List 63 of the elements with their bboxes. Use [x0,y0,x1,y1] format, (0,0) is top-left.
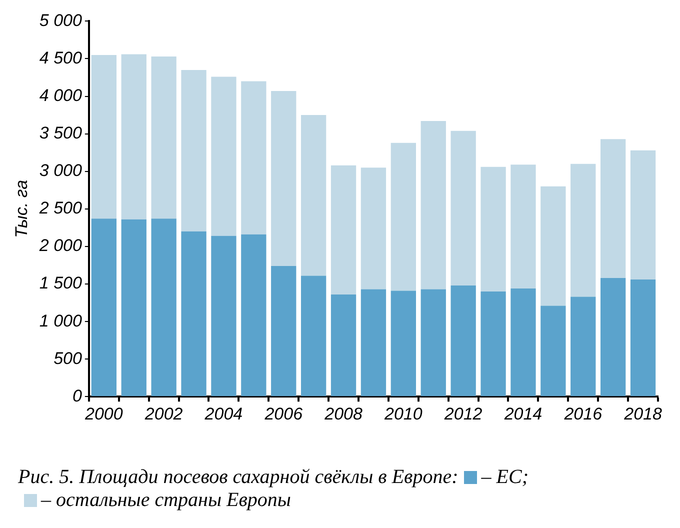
bar [600,139,626,278]
bar [330,294,356,396]
bar [570,164,596,297]
x-tick-label: 2016 [563,404,603,424]
x-tick-label: 2012 [443,404,483,424]
bar [420,121,446,290]
y-tick-label: 2 500 [38,198,82,218]
bar [420,289,446,396]
bar [450,130,476,286]
text: Рис. 5. Площади посевов сахарной свёклы в Европе: [18,466,458,488]
bar [360,168,386,290]
bar [600,278,626,396]
bar [151,56,176,219]
y-tick-label: 1 500 [39,274,82,293]
legend-label: – ЕС; [481,466,528,488]
bar [450,285,476,396]
bar [271,266,296,396]
y-tick-label: 1 000 [39,311,82,330]
bar [121,54,146,220]
x-tick-label: 2008 [324,404,363,424]
bar [480,166,506,292]
bar [480,291,506,396]
bar [360,289,386,396]
bar [540,186,566,306]
bar [181,231,206,396]
x-tick-label: 2002 [144,404,184,424]
bar [330,165,356,294]
bar [271,91,296,266]
bar [540,306,566,396]
y-axis-title: Тыс. га [12,180,31,238]
bar [630,150,656,280]
bar [510,288,536,396]
y-tick-label: 5 000 [39,10,82,30]
y-tick-label: 4 000 [39,86,82,106]
bar [181,70,206,232]
bar [151,218,176,396]
bar [241,234,266,396]
y-tick-label: 2 000 [38,236,82,256]
bar [390,142,416,291]
y-tick-label: 3 000 [39,161,82,180]
bar [630,279,656,396]
bar [510,164,536,288]
x-tick-label: 2004 [204,404,243,424]
bar [390,290,416,396]
bar [121,219,146,396]
x-tick-label: 2006 [264,404,304,424]
bar [300,276,326,396]
x-tick-label: 2014 [503,404,542,424]
y-tick-label: 3 500 [39,124,82,143]
x-tick-label: 2018 [623,404,662,424]
y-tick-label: 0 [72,386,82,406]
bar [211,236,236,396]
y-tick-label: 500 [54,348,82,368]
bar [91,218,116,396]
y-tick-label: 4 500 [39,48,82,68]
bar [300,115,326,276]
bar [91,54,116,219]
legend-label: – остальные страны Европы [41,489,291,511]
bar [211,76,236,236]
bar [241,81,266,234]
x-tick-label: 2000 [84,404,124,424]
bar [570,296,596,396]
x-tick-label: 2010 [384,404,423,424]
